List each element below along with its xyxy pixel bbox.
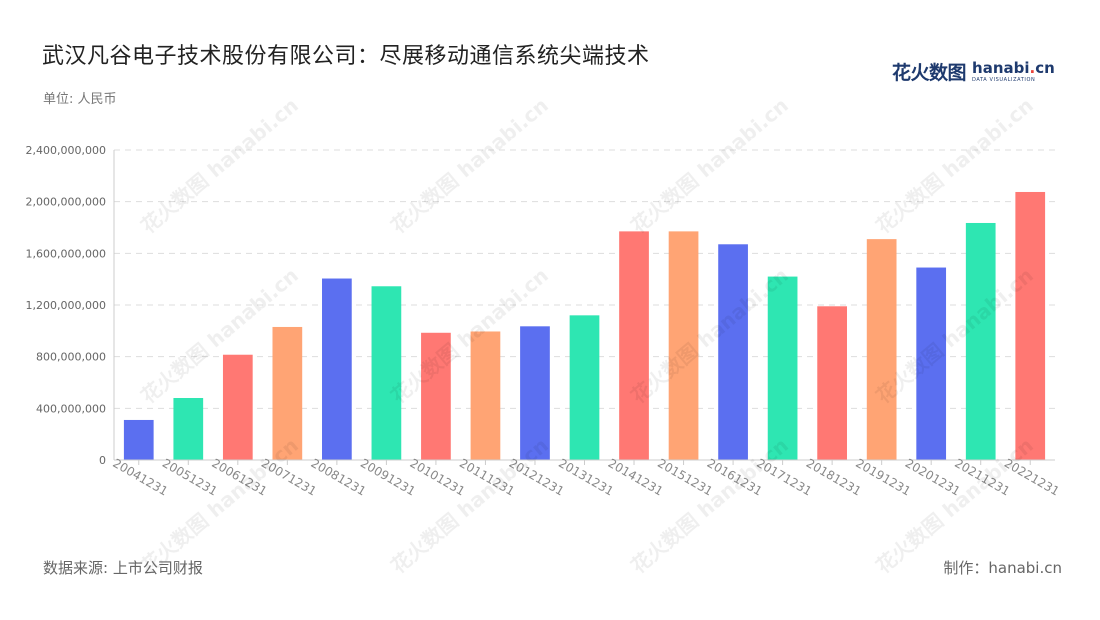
x-tick-label: 20201231: [903, 456, 963, 499]
bar: [371, 286, 402, 460]
unit-label: 单位: 人民币: [43, 92, 117, 107]
y-tick-label: 800,000,000: [36, 351, 106, 364]
y-tick-label: 2,000,000,000: [26, 196, 106, 209]
x-tick-label: 20171231: [754, 456, 814, 499]
y-tick-label: 1,200,000,000: [26, 299, 106, 312]
bar: [470, 331, 501, 460]
bar: [965, 222, 996, 460]
y-tick-label: 400,000,000: [36, 402, 106, 415]
bar: [123, 419, 154, 460]
bar: [272, 326, 303, 460]
bar: [718, 244, 748, 460]
data-source: 数据来源: 上市公司财报: [43, 559, 203, 577]
x-tick-label: 20101231: [408, 456, 468, 499]
bar: [866, 239, 897, 460]
maker-credit: 制作：hanabi.cn: [943, 559, 1062, 577]
bar: [421, 332, 451, 460]
x-tick-label: 20061231: [209, 456, 269, 499]
bar: [173, 398, 204, 460]
x-tick-label: 20131231: [556, 456, 616, 499]
bar: [817, 306, 847, 460]
logo-cn-text: 花火数图: [892, 62, 967, 84]
bar: [569, 315, 600, 460]
x-tick-label: 20221231: [1002, 456, 1062, 499]
brand-logo: 花火数图 hanabi.cn DATA VISUALIZATION: [892, 58, 1055, 85]
bar: [619, 231, 649, 460]
x-tick-label: 20161231: [705, 456, 765, 499]
x-tick-label: 20211231: [952, 456, 1012, 499]
y-tick-label: 0: [99, 454, 106, 467]
logo-en-text: hanabi.cn: [972, 58, 1055, 77]
x-tick-label: 20111231: [457, 456, 517, 499]
bar: [1015, 191, 1046, 460]
x-tick-label: 20051231: [160, 456, 220, 499]
logo-en-block: hanabi.cn DATA VISUALIZATION: [972, 58, 1055, 83]
x-tick-label: 20091231: [358, 456, 418, 499]
x-tick-label: 20181231: [804, 456, 864, 499]
bar: [222, 354, 253, 460]
x-tick-label: 20081231: [308, 456, 368, 499]
bar-layer: [123, 191, 1046, 460]
logo-en-main: hanabi: [972, 58, 1030, 77]
bar: [916, 267, 947, 460]
x-tick-label: 20041231: [110, 456, 170, 499]
x-tick-label: 20151231: [655, 456, 715, 499]
bar: [767, 276, 798, 460]
x-tick-label: 20141231: [606, 456, 666, 499]
y-tick-label: 2,400,000,000: [26, 144, 106, 157]
logo-en-tld: cn: [1035, 58, 1055, 77]
x-tick-label: 20121231: [507, 456, 567, 499]
x-tick-label: 20191231: [853, 456, 913, 499]
bar: [322, 278, 352, 460]
chart-title: 武汉凡谷电子技术股份有限公司：尽展移动通信系统尖端技术: [42, 44, 650, 69]
logo-subtitle: DATA VISUALIZATION: [972, 76, 1036, 83]
x-tick-label: 20071231: [259, 456, 319, 499]
y-tick-label: 1,600,000,000: [26, 247, 106, 260]
logo-en-dot: .: [1029, 58, 1036, 77]
bar: [520, 326, 550, 460]
bar: [668, 231, 699, 460]
grid-layer: [114, 149, 1055, 409]
